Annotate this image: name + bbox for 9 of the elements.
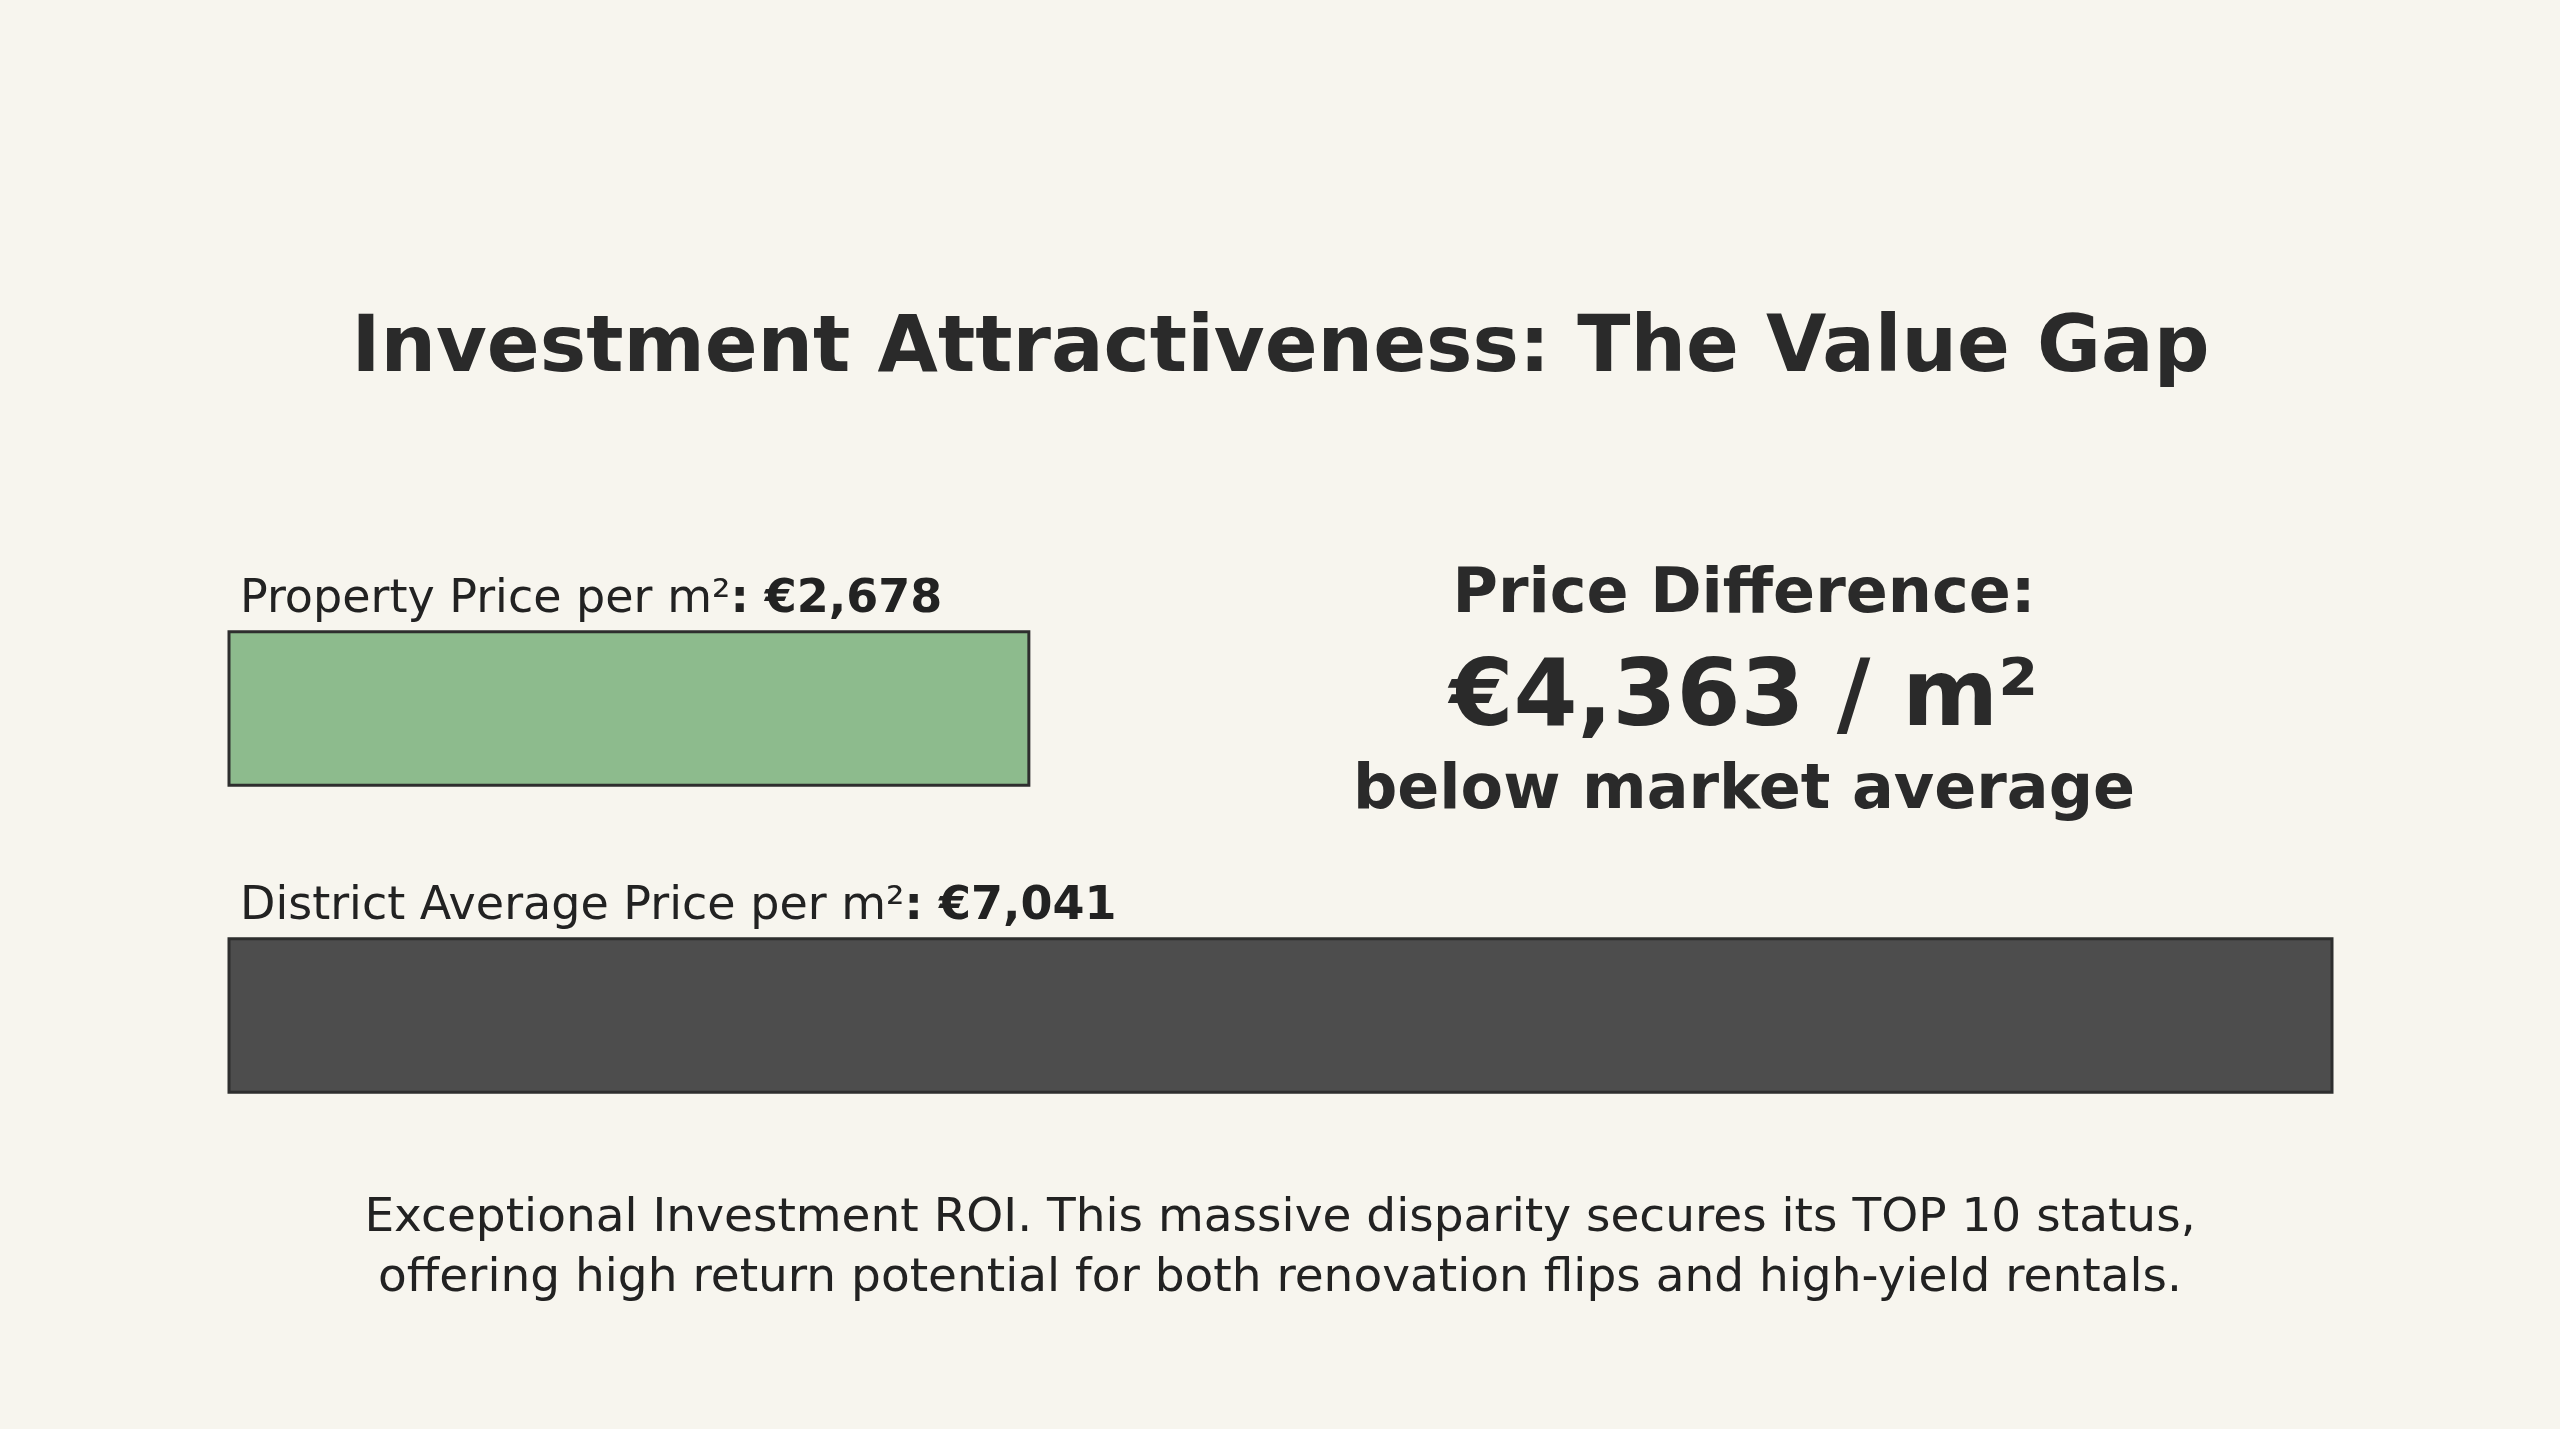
y-tick-label: District Average Price per m² — [240, 875, 905, 930]
data-label: : €2,678 — [730, 568, 943, 623]
annotation: €4,363 / m² — [1447, 640, 2039, 747]
text: Exceptional Investment ROI. This massive disparity secures its TOP 10 status, offering high return potential for both renovation flips and high-yield rentals. — [363, 1186, 2197, 1304]
annotation: below market average — [1352, 750, 2136, 823]
chart-title: Investment Attractiveness: The Value Gap — [351, 299, 2210, 389]
y-tick-label: Property Price per m² — [240, 568, 731, 623]
data-label: : €7,041 — [904, 875, 1117, 930]
annotation: Price Difference: — [1452, 554, 2036, 627]
